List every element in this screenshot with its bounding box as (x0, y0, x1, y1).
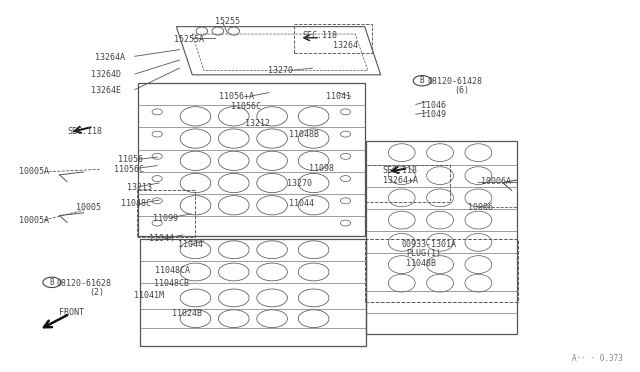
Text: 13264D: 13264D (92, 70, 122, 79)
Text: B: B (420, 76, 424, 85)
Text: 13270: 13270 (268, 66, 292, 75)
Text: 13264: 13264 (333, 41, 358, 51)
Text: FRONT: FRONT (60, 308, 84, 317)
Text: 13212: 13212 (244, 119, 269, 128)
Text: 10006: 10006 (468, 203, 493, 212)
Text: 11056C: 11056C (115, 165, 145, 174)
Text: 11048B: 11048B (289, 130, 319, 140)
Text: PLUG(1): PLUG(1) (406, 249, 441, 258)
Text: 15255A: 15255A (174, 35, 204, 44)
Text: 13213: 13213 (127, 183, 152, 192)
Text: 11048B: 11048B (406, 259, 436, 267)
Text: (2): (2) (89, 288, 104, 297)
Text: 11041: 11041 (326, 92, 351, 101)
Text: 13264A: 13264A (95, 52, 125, 61)
Text: 11048CB: 11048CB (154, 279, 189, 288)
Text: SEC.118: SEC.118 (302, 31, 337, 41)
Text: 08120-61628: 08120-61628 (57, 279, 112, 288)
Text: B: B (49, 278, 54, 287)
Text: SEC.118: SEC.118 (68, 126, 103, 136)
Text: 15255: 15255 (214, 17, 239, 26)
Text: 11044: 11044 (289, 199, 314, 208)
Text: 13264+A: 13264+A (383, 176, 417, 185)
Text: 10005A: 10005A (19, 216, 49, 225)
Text: 10005: 10005 (76, 203, 101, 212)
Text: 11056C: 11056C (230, 102, 260, 111)
Text: 11041M: 11041M (134, 291, 164, 300)
Text: SEC.118: SEC.118 (383, 166, 417, 175)
Text: 11024B: 11024B (172, 310, 202, 318)
Text: 08120-61428: 08120-61428 (428, 77, 483, 86)
Text: 11049: 11049 (421, 110, 446, 119)
Text: 11044: 11044 (149, 234, 174, 243)
Text: 11044: 11044 (178, 240, 204, 249)
Text: A·· · 0.373: A·· · 0.373 (572, 354, 623, 363)
Text: 10006A: 10006A (481, 177, 511, 186)
Text: 13270: 13270 (287, 179, 312, 187)
Text: 13264E: 13264E (92, 86, 122, 95)
Text: 11056+A: 11056+A (219, 92, 254, 101)
Text: 11046: 11046 (421, 101, 446, 110)
Text: 10005A: 10005A (19, 167, 49, 176)
Text: (6): (6) (454, 86, 469, 95)
Text: 11099: 11099 (153, 214, 178, 223)
Text: 11048CA: 11048CA (156, 266, 190, 275)
Text: 11098: 11098 (308, 164, 333, 173)
Text: 11056: 11056 (118, 155, 143, 164)
Text: 11048C: 11048C (121, 199, 151, 208)
Text: 00933-1301A: 00933-1301A (402, 240, 457, 249)
